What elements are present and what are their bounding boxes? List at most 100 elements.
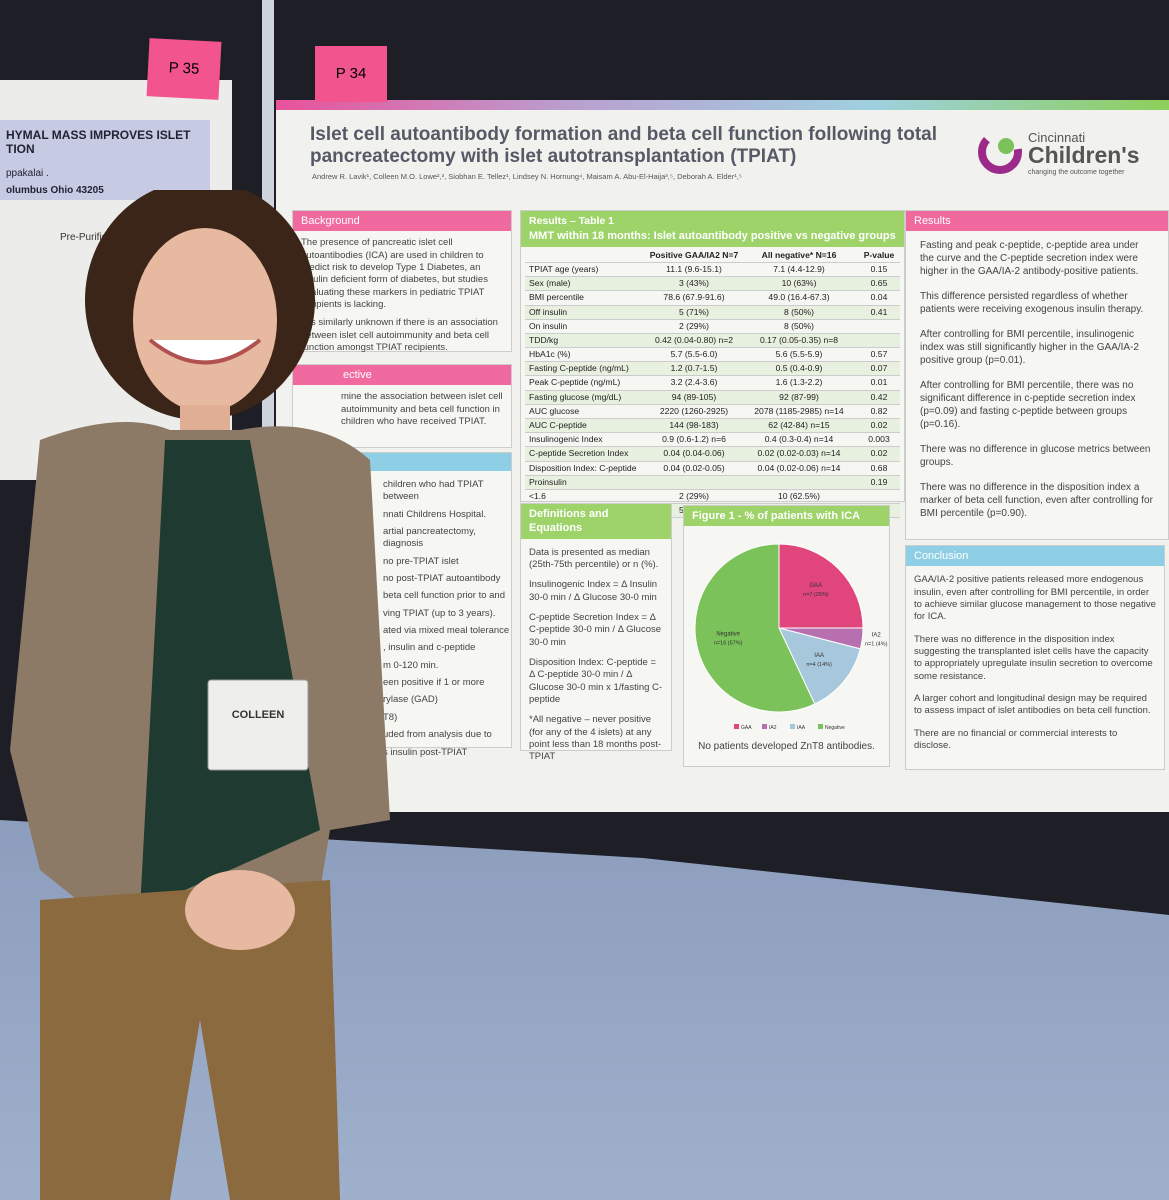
- table-row: Insulinogenic Index 0.9 (0.6-1.2) n=6 0.4 …: [525, 433, 900, 448]
- table-cell: 2220 (1260-2925): [659, 405, 729, 416]
- pie-slice: [778, 627, 861, 705]
- table-cell: 49.0 (16.4-67.3): [768, 292, 830, 303]
- table-row: Off insulin 5 (71%) 8 (50%) 0.41: [525, 305, 900, 320]
- table-cell: [744, 477, 854, 488]
- slice-name: IAA: [814, 653, 824, 659]
- left-panel: Pre-Purificatio: [60, 232, 123, 243]
- table-column-head: [529, 250, 644, 261]
- person: COLLEEN: [10, 190, 390, 1200]
- table-cell: 0.04 (0.02-0.06) n=14: [757, 462, 841, 473]
- legend-label: IA2: [769, 725, 777, 731]
- figure-box: Figure 1 - % of patients with ICA GAA n=7…: [683, 505, 890, 767]
- pie-slice: [694, 543, 816, 713]
- pie-chart: GAA n=7 (25%) GAA IA2 n=1 (4%) IA2 IAA n=4 (14%…: [694, 543, 888, 731]
- table-cell: TDD/kg: [529, 334, 559, 345]
- table-cell: [854, 335, 904, 346]
- legend-swatch: [734, 724, 739, 729]
- table-cell: 94 (89-105): [671, 391, 717, 402]
- result-item: There was no difference in the dispositi…: [920, 482, 1153, 520]
- table-cell: 0.42: [870, 391, 888, 402]
- legend-swatch: [762, 724, 767, 729]
- definitions: Data is presented as median (25th-75th p…: [521, 547, 671, 764]
- objective-box: ective mine the association between isle…: [292, 364, 512, 448]
- table-cell: 5.7 (5.5-6.0): [670, 349, 718, 360]
- left-title: HYMAL MASS IMPROVES ISLET: [6, 128, 191, 142]
- conclusion-item: There was no difference in the dispositi…: [914, 633, 1153, 682]
- table-cell: Fasting glucose (mg/dL): [529, 391, 622, 402]
- table-cell: Disposition Index: C-peptide: [529, 462, 637, 473]
- table-row: Fasting C-peptide (ng/mL) 1.2 (0.7-1.5) 0.…: [525, 362, 900, 377]
- result-item: After controlling for BMI percentile, th…: [920, 380, 1136, 431]
- slice-name: Negative: [716, 631, 740, 637]
- legend-swatch: [790, 724, 795, 729]
- table-cell: Proinsulin: [529, 476, 567, 487]
- table-row: On insulin 2 (29%) 8 (50%): [525, 320, 900, 334]
- table-row: AUC glucose 2220 (1260-2925) 2078 (1185-29…: [525, 405, 900, 419]
- slice-name: GAA: [809, 583, 822, 589]
- table-cell: AUC C-peptide: [529, 420, 587, 430]
- text-fragment: ated via mixed meal tolerance: [383, 625, 510, 637]
- table-cell: 0.42 (0.04-0.80) n=2: [654, 334, 734, 345]
- definition: Disposition Index: C-peptide = Δ C-pepti…: [529, 657, 663, 706]
- text-fragment: s insulin post-TPIAT: [383, 746, 468, 758]
- table-cell: 0.04: [870, 292, 888, 303]
- table-cell: 144 (98-183): [669, 420, 719, 430]
- table-cell: 5 (71%): [678, 306, 710, 317]
- tag: P 34: [315, 46, 387, 102]
- table-cell: [854, 321, 904, 332]
- logo-text: Children's: [1028, 142, 1140, 168]
- table-cell: 0.41: [870, 306, 888, 317]
- methods-fragments: children who had TPIAT between nnati Chil…: [293, 471, 511, 759]
- table-cell: 78.6 (67.9-91.6): [663, 292, 725, 303]
- conclusion-item: GAA/IA-2 positive patients released more…: [914, 574, 1156, 623]
- table-column-head: All negative* N=16: [761, 249, 837, 260]
- table-cell: 10 (62.5%): [777, 490, 821, 501]
- table-subheading: MMT within 18 months: Islet autoantibody…: [529, 229, 896, 242]
- text-fragment: no post-TPIAT autoantibody: [383, 573, 501, 585]
- result-item: There was no difference in glucose metri…: [920, 444, 1151, 469]
- table-cell: HbA1c (%): [529, 349, 571, 360]
- text-fragment: beta cell function prior to and: [383, 590, 505, 602]
- table-cell: Insulinogenic Index: [529, 434, 603, 445]
- table-cell: 0.04 (0.04-0.06): [663, 448, 725, 459]
- table-cell: 2 (29%): [678, 490, 710, 501]
- text-fragment: , insulin and c-peptide: [383, 642, 476, 654]
- table-cell: C-peptide Secretion Index: [529, 448, 629, 459]
- left-poster-header: HYMAL MASS IMPROVES ISLET TION ppakalai …: [0, 120, 210, 200]
- table-cell: 0.02: [870, 420, 888, 430]
- section-heading: Conclusion: [906, 546, 1164, 567]
- table-cell: Peak C-peptide (ng/mL): [529, 377, 621, 388]
- table-row: BMI percentile 78.6 (67.9-91.6) 49.0 (16.4…: [525, 291, 900, 306]
- table-cell: 0.68: [870, 462, 888, 473]
- left-author: ppakalai .: [6, 168, 49, 179]
- figure-note: No patients developed ZnT8 antibodies.: [698, 741, 875, 752]
- table-cell: 0.5 (0.4-0.9): [775, 363, 823, 374]
- definition: Data is presented as median (25th-75th p…: [529, 546, 659, 570]
- legend-label: IAA: [797, 725, 806, 731]
- result-item: Fasting and peak c-peptide, c-peptide ar…: [920, 240, 1139, 278]
- table-cell: 0.15: [870, 264, 888, 275]
- left-title: TION: [6, 142, 35, 156]
- badge-name: COLLEEN: [232, 709, 285, 721]
- table-row: Peak C-peptide (ng/mL) 3.2 (2.4-3.6) 1.6 (…: [525, 376, 900, 391]
- result-item: After controlling for BMI percentile, in…: [920, 329, 1139, 367]
- paragraph: The presence of pancreatic islet cell au…: [301, 237, 488, 311]
- table-row: Fasting glucose (mg/dL) 94 (89-105) 92 (87…: [525, 390, 900, 405]
- table-row: Disposition Index: C-peptide 0.04 (0.02-0…: [525, 462, 900, 476]
- conclusion-item: A larger cohort and longitudinal design …: [914, 693, 1151, 717]
- legend-label: GAA: [741, 725, 752, 731]
- section-heading: ective: [293, 365, 511, 386]
- paragraph: mine the association between islet cell …: [341, 391, 503, 427]
- text-fragment: m 0-120 min.: [383, 659, 439, 671]
- text-fragment: ving TPIAT (up to 3 years).: [383, 607, 496, 619]
- table-cell: 62 (42-84) n=15: [768, 420, 830, 430]
- legend-label: Negative: [825, 725, 845, 731]
- logo-mark: [978, 130, 1022, 174]
- table-cell: 8 (50%): [783, 306, 815, 317]
- table-cell: 0.9 (0.6-1.2) n=6: [662, 434, 726, 445]
- table-cell: Fasting C-peptide (ng/mL): [529, 363, 629, 374]
- table-cell: Sex (male): [529, 278, 571, 289]
- definition: *All negative – never positive (for any …: [529, 714, 662, 763]
- text-fragment: children who had TPIAT between: [383, 479, 484, 503]
- table-cell: 0.57: [870, 349, 888, 360]
